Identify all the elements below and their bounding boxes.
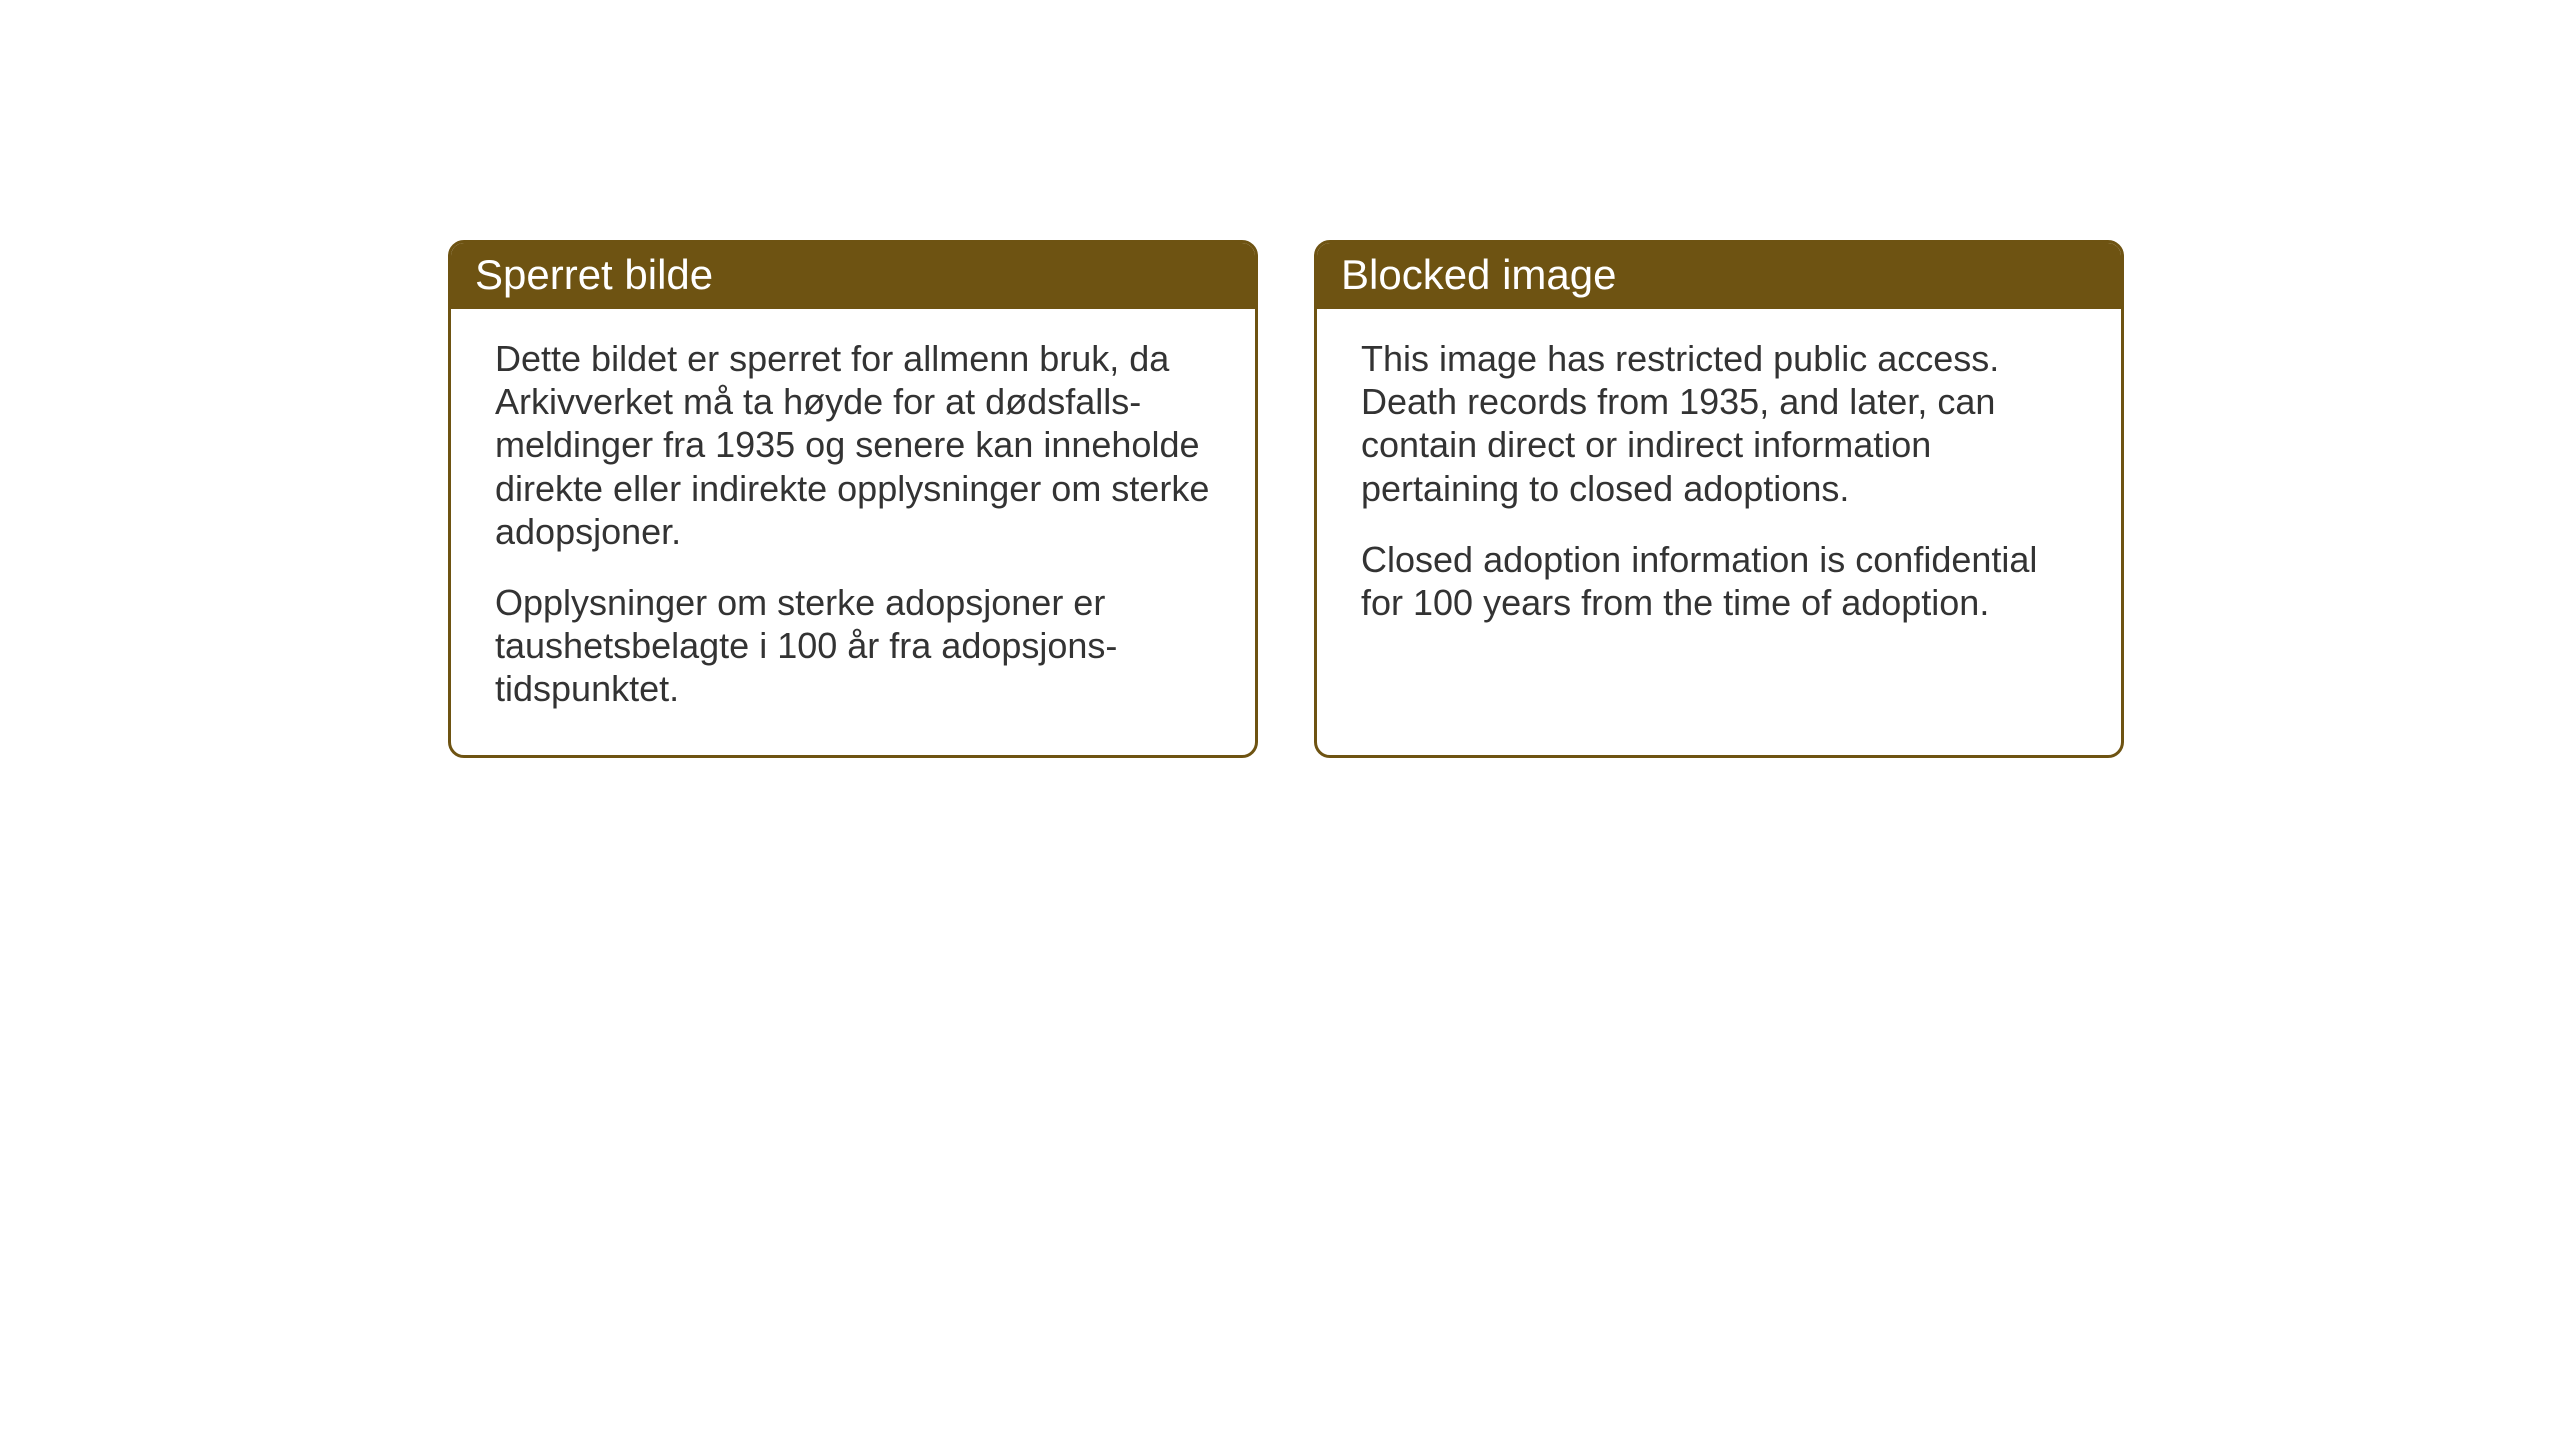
english-card-body: This image has restricted public access.…: [1317, 309, 2121, 668]
english-card: Blocked image This image has restricted …: [1314, 240, 2124, 758]
english-paragraph-2: Closed adoption information is confident…: [1361, 538, 2077, 624]
norwegian-paragraph-1: Dette bildet er sperret for allmenn bruk…: [495, 337, 1211, 553]
norwegian-card-title: Sperret bilde: [475, 251, 713, 298]
cards-container: Sperret bilde Dette bildet er sperret fo…: [448, 240, 2124, 758]
english-card-header: Blocked image: [1317, 243, 2121, 309]
norwegian-card-header: Sperret bilde: [451, 243, 1255, 309]
norwegian-card: Sperret bilde Dette bildet er sperret fo…: [448, 240, 1258, 758]
english-card-title: Blocked image: [1341, 251, 1616, 298]
norwegian-card-body: Dette bildet er sperret for allmenn bruk…: [451, 309, 1255, 755]
norwegian-paragraph-2: Opplysninger om sterke adopsjoner er tau…: [495, 581, 1211, 711]
english-paragraph-1: This image has restricted public access.…: [1361, 337, 2077, 510]
